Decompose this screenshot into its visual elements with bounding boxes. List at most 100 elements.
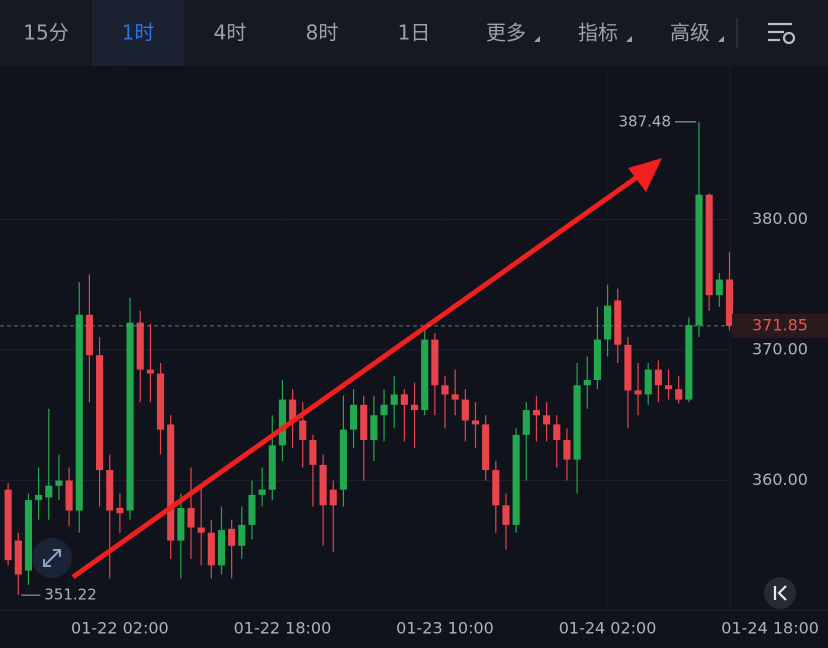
candle-body (715, 279, 723, 296)
candle-body (370, 415, 378, 441)
candle-body (390, 394, 398, 405)
candle-body (492, 470, 500, 506)
candle-body (441, 385, 449, 395)
candle-body (289, 399, 297, 421)
candle-body (146, 369, 154, 374)
candle-body (278, 399, 287, 446)
candle-body (512, 434, 520, 525)
candle-body (654, 369, 662, 386)
tab[interactable]: 高级 (670, 21, 710, 45)
y-tick-label: 380.00 (752, 209, 808, 228)
candle-body (177, 507, 185, 541)
min-label: 351.22 (44, 586, 97, 604)
y-tick-label: 370.00 (752, 340, 808, 359)
dropdown-caret (626, 36, 632, 42)
candle-body (24, 500, 33, 571)
candle-body (573, 385, 581, 460)
candle-body (563, 440, 571, 460)
last-price-tag (732, 313, 828, 338)
candle-body (624, 344, 632, 391)
candle-body (14, 540, 22, 575)
last-price-label: 371.85 (752, 315, 808, 334)
candle-body (695, 194, 703, 326)
candle-body (309, 440, 317, 465)
x-tick-label: 01-22 02:00 (71, 619, 169, 638)
candle-body (421, 339, 429, 411)
candle-body (167, 424, 175, 541)
candle-body (634, 390, 642, 395)
candle-body (217, 530, 226, 566)
candle-body (400, 394, 408, 405)
candle-body (45, 485, 53, 498)
candle-body (593, 339, 601, 381)
candle-body (614, 300, 622, 345)
tab[interactable]: 更多 (486, 21, 526, 45)
x-tick-label: 01-24 02:00 (559, 619, 657, 638)
candle-body (410, 404, 419, 411)
candle-body (350, 404, 358, 430)
max-label: 387.48 (619, 112, 672, 130)
candle-body (228, 528, 236, 546)
tab[interactable]: 4时 (214, 21, 247, 45)
candle-body (604, 305, 612, 340)
candle-body (583, 380, 591, 386)
trend-arrow (71, 158, 662, 580)
candle-body (339, 429, 347, 490)
candle-body (675, 389, 683, 400)
candle-body (329, 489, 337, 506)
candle-body (431, 339, 439, 386)
candle-body (238, 524, 246, 546)
candle-body (502, 505, 510, 525)
x-tick-label: 01-24 18:00 (721, 619, 819, 638)
dropdown-caret (718, 36, 724, 42)
candle-body (532, 410, 541, 416)
tab[interactable]: 15分 (23, 21, 68, 45)
x-tick-label: 01-23 10:00 (396, 619, 494, 638)
candle-body (136, 322, 144, 370)
expand-button[interactable] (32, 538, 72, 578)
candle-body (187, 507, 195, 528)
tab[interactable]: 1日 (398, 21, 431, 45)
candle-body (248, 494, 256, 525)
candle-body (543, 415, 551, 425)
tab[interactable]: 指标 (578, 21, 618, 45)
tab[interactable]: 8时 (306, 21, 339, 45)
candle-body (461, 399, 469, 421)
candle-body (664, 385, 673, 390)
candle-body (471, 420, 480, 425)
candle-body (85, 314, 93, 356)
candle-body (116, 507, 124, 514)
candle-body (75, 314, 83, 511)
candle-body (268, 445, 276, 490)
candle-body (451, 394, 459, 400)
candle-body (482, 424, 490, 471)
candle-body (106, 470, 114, 511)
candle-body (522, 410, 530, 435)
settings-icon[interactable] (768, 22, 796, 45)
candle-body (685, 325, 693, 400)
candle-body (644, 369, 652, 395)
candle-body (319, 464, 327, 506)
tab[interactable]: 1时 (122, 21, 155, 45)
candle-body (207, 532, 215, 566)
candle-body (126, 322, 134, 511)
candle-body (360, 404, 368, 441)
x-tick-label: 01-22 18:00 (234, 619, 332, 638)
candle-body (380, 404, 388, 416)
candle-body (156, 373, 165, 430)
tab-active-bg (92, 0, 184, 66)
candle-body (258, 489, 266, 495)
candle-body (705, 194, 713, 296)
candle-body (725, 279, 734, 326)
scroll-latest-button[interactable] (764, 577, 796, 609)
candle-body (553, 424, 561, 441)
candle-body (197, 527, 205, 533)
candle-body (299, 420, 307, 441)
candle-body (4, 489, 12, 561)
candle-body (55, 480, 63, 486)
candle-body (65, 480, 73, 511)
candle-body (96, 355, 104, 471)
dropdown-caret (534, 36, 540, 42)
